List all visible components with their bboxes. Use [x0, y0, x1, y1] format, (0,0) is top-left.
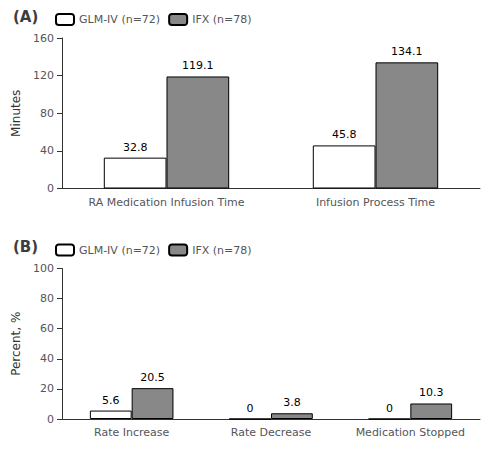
svg-text:5.6: 5.6 [102, 394, 120, 407]
svg-text:(B): (B) [13, 238, 38, 256]
svg-text:10.3: 10.3 [419, 386, 444, 399]
svg-text:Rate Decrease: Rate Decrease [231, 426, 312, 439]
svg-text:GLM-IV (n=72): GLM-IV (n=72) [79, 244, 160, 257]
svg-text:Minutes: Minutes [9, 90, 23, 137]
svg-text:Infusion Process Time: Infusion Process Time [316, 196, 435, 209]
svg-text:3.8: 3.8 [283, 396, 301, 409]
svg-text:100: 100 [33, 262, 54, 275]
svg-text:Medication Stopped: Medication Stopped [356, 426, 465, 439]
svg-text:RA Medication Infusion Time: RA Medication Infusion Time [89, 196, 245, 209]
svg-text:Rate Increase: Rate Increase [94, 426, 170, 439]
svg-text:32.8: 32.8 [123, 141, 148, 154]
svg-text:0: 0 [386, 402, 393, 415]
svg-text:40: 40 [40, 352, 54, 365]
svg-text:80: 80 [40, 292, 54, 305]
svg-text:IFX (n=78): IFX (n=78) [192, 244, 251, 257]
svg-text:45.8: 45.8 [332, 128, 357, 141]
svg-text:60: 60 [40, 322, 54, 335]
svg-text:80: 80 [40, 107, 54, 120]
svg-text:0: 0 [247, 402, 254, 415]
svg-text:GLM-IV (n=72): GLM-IV (n=72) [79, 13, 160, 26]
svg-text:IFX (n=78): IFX (n=78) [192, 13, 251, 26]
svg-text:119.1: 119.1 [182, 59, 214, 72]
svg-text:120: 120 [33, 69, 54, 82]
svg-text:0: 0 [47, 182, 54, 195]
svg-text:(A): (A) [13, 8, 38, 26]
svg-text:160: 160 [33, 32, 54, 45]
svg-text:20.5: 20.5 [140, 371, 165, 384]
svg-text:Percent, %: Percent, % [9, 312, 23, 376]
svg-text:20: 20 [40, 382, 54, 395]
svg-text:40: 40 [40, 144, 54, 157]
svg-text:134.1: 134.1 [391, 45, 423, 58]
svg-text:0: 0 [47, 413, 54, 426]
